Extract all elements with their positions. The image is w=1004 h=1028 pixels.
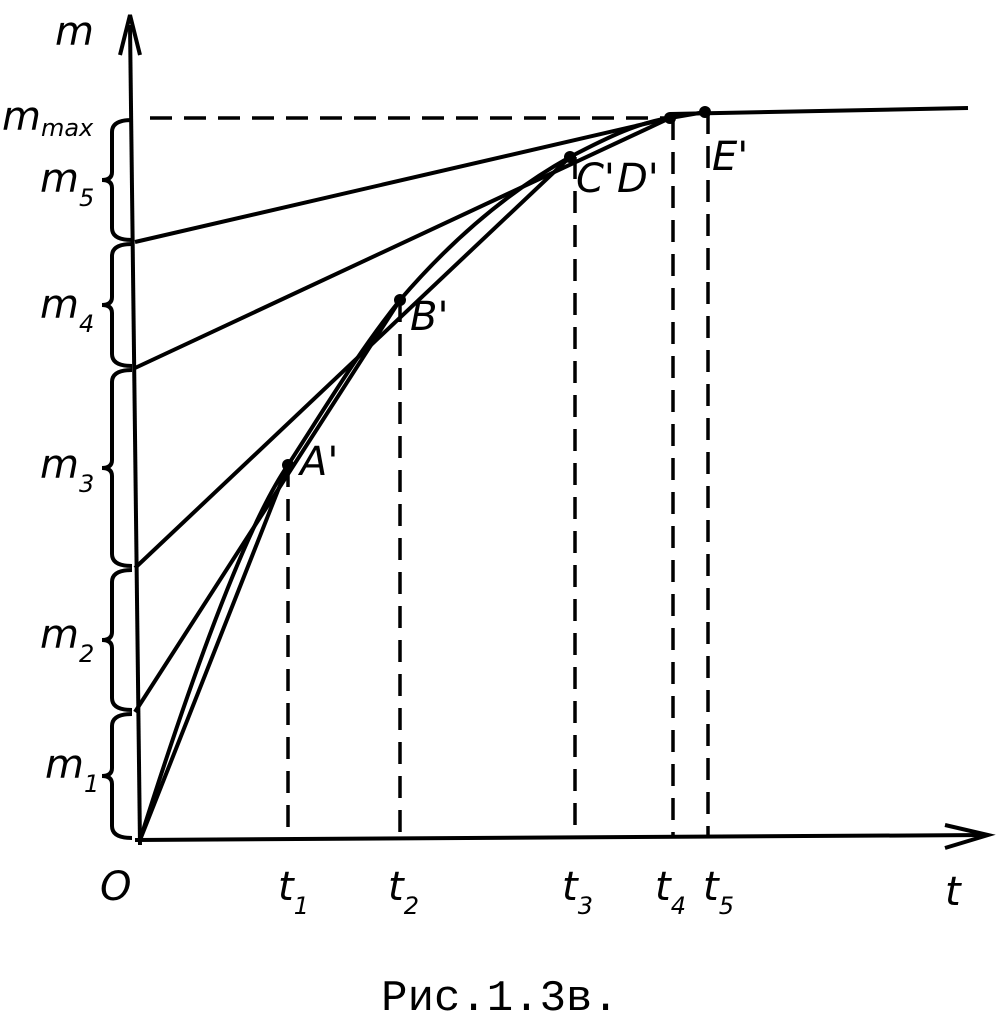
brace — [101, 118, 133, 242]
y-arrow — [118, 14, 142, 56]
growth-curve — [138, 110, 706, 841]
t-label-sub: 2 — [404, 892, 419, 920]
t-label-sub: 4 — [671, 892, 686, 920]
chord — [138, 464, 290, 841]
t-label-sub: 1 — [294, 892, 309, 920]
y-axis-label: m — [55, 9, 94, 55]
plateau-line — [669, 106, 969, 116]
t-label: t4 — [655, 864, 686, 920]
y-axis — [128, 24, 142, 846]
m-label-sub: 3 — [79, 470, 94, 498]
brace — [101, 568, 133, 712]
chord — [134, 116, 671, 370]
m-label-base: m — [45, 742, 84, 788]
brace — [101, 712, 133, 840]
point-label: E' — [712, 134, 748, 180]
t-label-base: t — [655, 864, 672, 910]
t-label-base: t — [278, 864, 295, 910]
caption: Рис.1.3в. — [381, 974, 619, 1024]
braces — [101, 118, 133, 840]
point-dot — [394, 294, 406, 306]
t-label-base: t — [562, 864, 579, 910]
t-label: t1 — [278, 864, 309, 920]
t-label: t3 — [562, 864, 593, 920]
m-label: m5 — [40, 156, 94, 212]
m-label-sub: max — [41, 114, 94, 142]
m-label-sub: 4 — [79, 310, 94, 338]
m-label: m3 — [40, 442, 94, 498]
m-label: mmax — [2, 94, 94, 142]
point-label: B' — [410, 294, 448, 340]
x-axis-label: t — [945, 869, 962, 915]
m-label-sub: 2 — [79, 640, 94, 668]
x-axis — [134, 833, 986, 842]
t-label-base: t — [388, 864, 405, 910]
point-label: D' — [617, 156, 659, 202]
t-label-base: t — [703, 864, 720, 910]
chord — [133, 298, 402, 714]
origin-label: O — [100, 864, 131, 910]
m-label-sub: 5 — [79, 184, 94, 212]
point-dot — [699, 106, 711, 118]
point-label: A' — [297, 439, 338, 485]
t-label: t2 — [388, 864, 419, 920]
m-label-base: m — [2, 94, 41, 140]
chord — [134, 116, 671, 244]
t-label: t5 — [703, 864, 734, 920]
x-arrow — [944, 823, 996, 850]
m-label: m1 — [45, 742, 99, 798]
m-label-base: m — [40, 282, 79, 328]
t-label-sub: 3 — [578, 892, 593, 920]
point-dot — [282, 459, 294, 471]
m-label-base: m — [40, 156, 79, 202]
chord — [133, 155, 572, 570]
m-label: m2 — [40, 612, 94, 668]
m-label-base: m — [40, 612, 79, 658]
m-label: m4 — [40, 282, 94, 338]
m-label-base: m — [40, 442, 79, 488]
point-label: C' — [576, 156, 615, 202]
point-dot — [564, 151, 576, 163]
t-label-sub: 5 — [719, 892, 734, 920]
m-label-sub: 1 — [84, 770, 99, 798]
brace — [101, 368, 133, 568]
brace — [101, 242, 133, 368]
point-dot — [664, 112, 676, 124]
